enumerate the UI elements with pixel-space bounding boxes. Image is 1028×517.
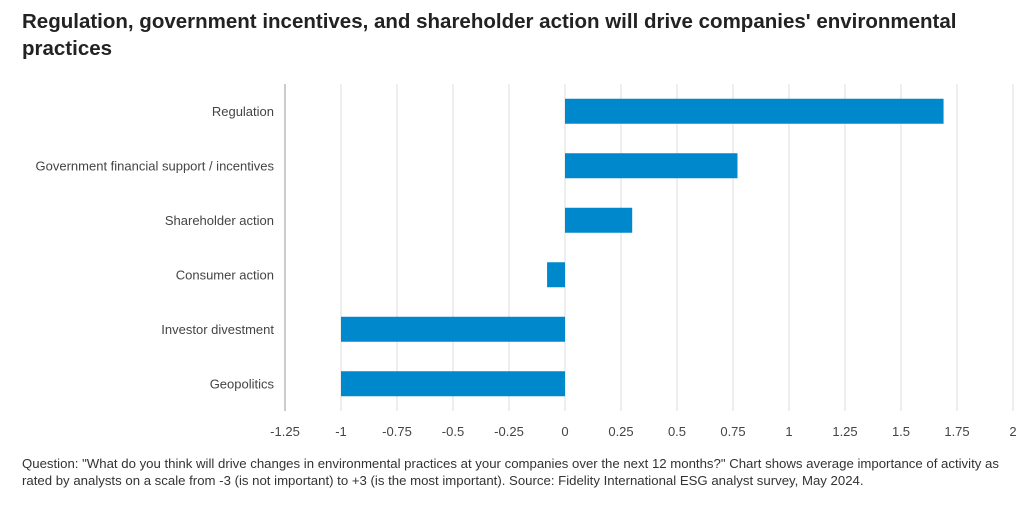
- category-labels: Regulation Government financial support /…: [36, 104, 275, 392]
- category-label: Geopolitics: [210, 376, 275, 391]
- category-label: Government financial support / incentive…: [36, 158, 275, 173]
- bars: [341, 98, 944, 397]
- x-tick-label: 0.75: [720, 424, 745, 439]
- x-tick-label: 1.5: [892, 424, 910, 439]
- chart-title: Regulation, government incentives, and s…: [22, 10, 957, 60]
- x-tick-label: -0.25: [494, 424, 524, 439]
- x-tick-label: 0: [561, 424, 568, 439]
- x-tick-label: 1.25: [832, 424, 857, 439]
- x-tick-label: 0.25: [608, 424, 633, 439]
- x-tick-label: 1.75: [944, 424, 969, 439]
- bar: [547, 262, 565, 288]
- x-tick-label: -0.75: [382, 424, 412, 439]
- x-tick-label: -0.5: [442, 424, 464, 439]
- bar: [341, 371, 565, 397]
- x-tick-label: 2: [1009, 424, 1016, 439]
- category-label: Shareholder action: [165, 213, 274, 228]
- category-label: Regulation: [212, 104, 274, 119]
- category-label: Investor divestment: [161, 322, 274, 337]
- bar: [565, 153, 738, 179]
- x-tick-label: 1: [785, 424, 792, 439]
- x-axis-tick-labels: -1.25 -1 -0.75 -0.5 -0.25 0 0.25 0.5 0.75 1 1.25 1.…: [270, 424, 1016, 439]
- bar: [565, 98, 944, 124]
- footnote: Question: "What do you think will drive …: [22, 456, 999, 488]
- bar: [565, 207, 633, 233]
- gridlines: [284, 84, 1014, 411]
- x-tick-label: -1.25: [270, 424, 300, 439]
- x-tick-label: 0.5: [668, 424, 686, 439]
- bar-chart: Regulation Government financial support /…: [36, 84, 1017, 439]
- category-label: Consumer action: [176, 267, 274, 282]
- x-tick-label: -1: [335, 424, 347, 439]
- bar: [341, 316, 565, 342]
